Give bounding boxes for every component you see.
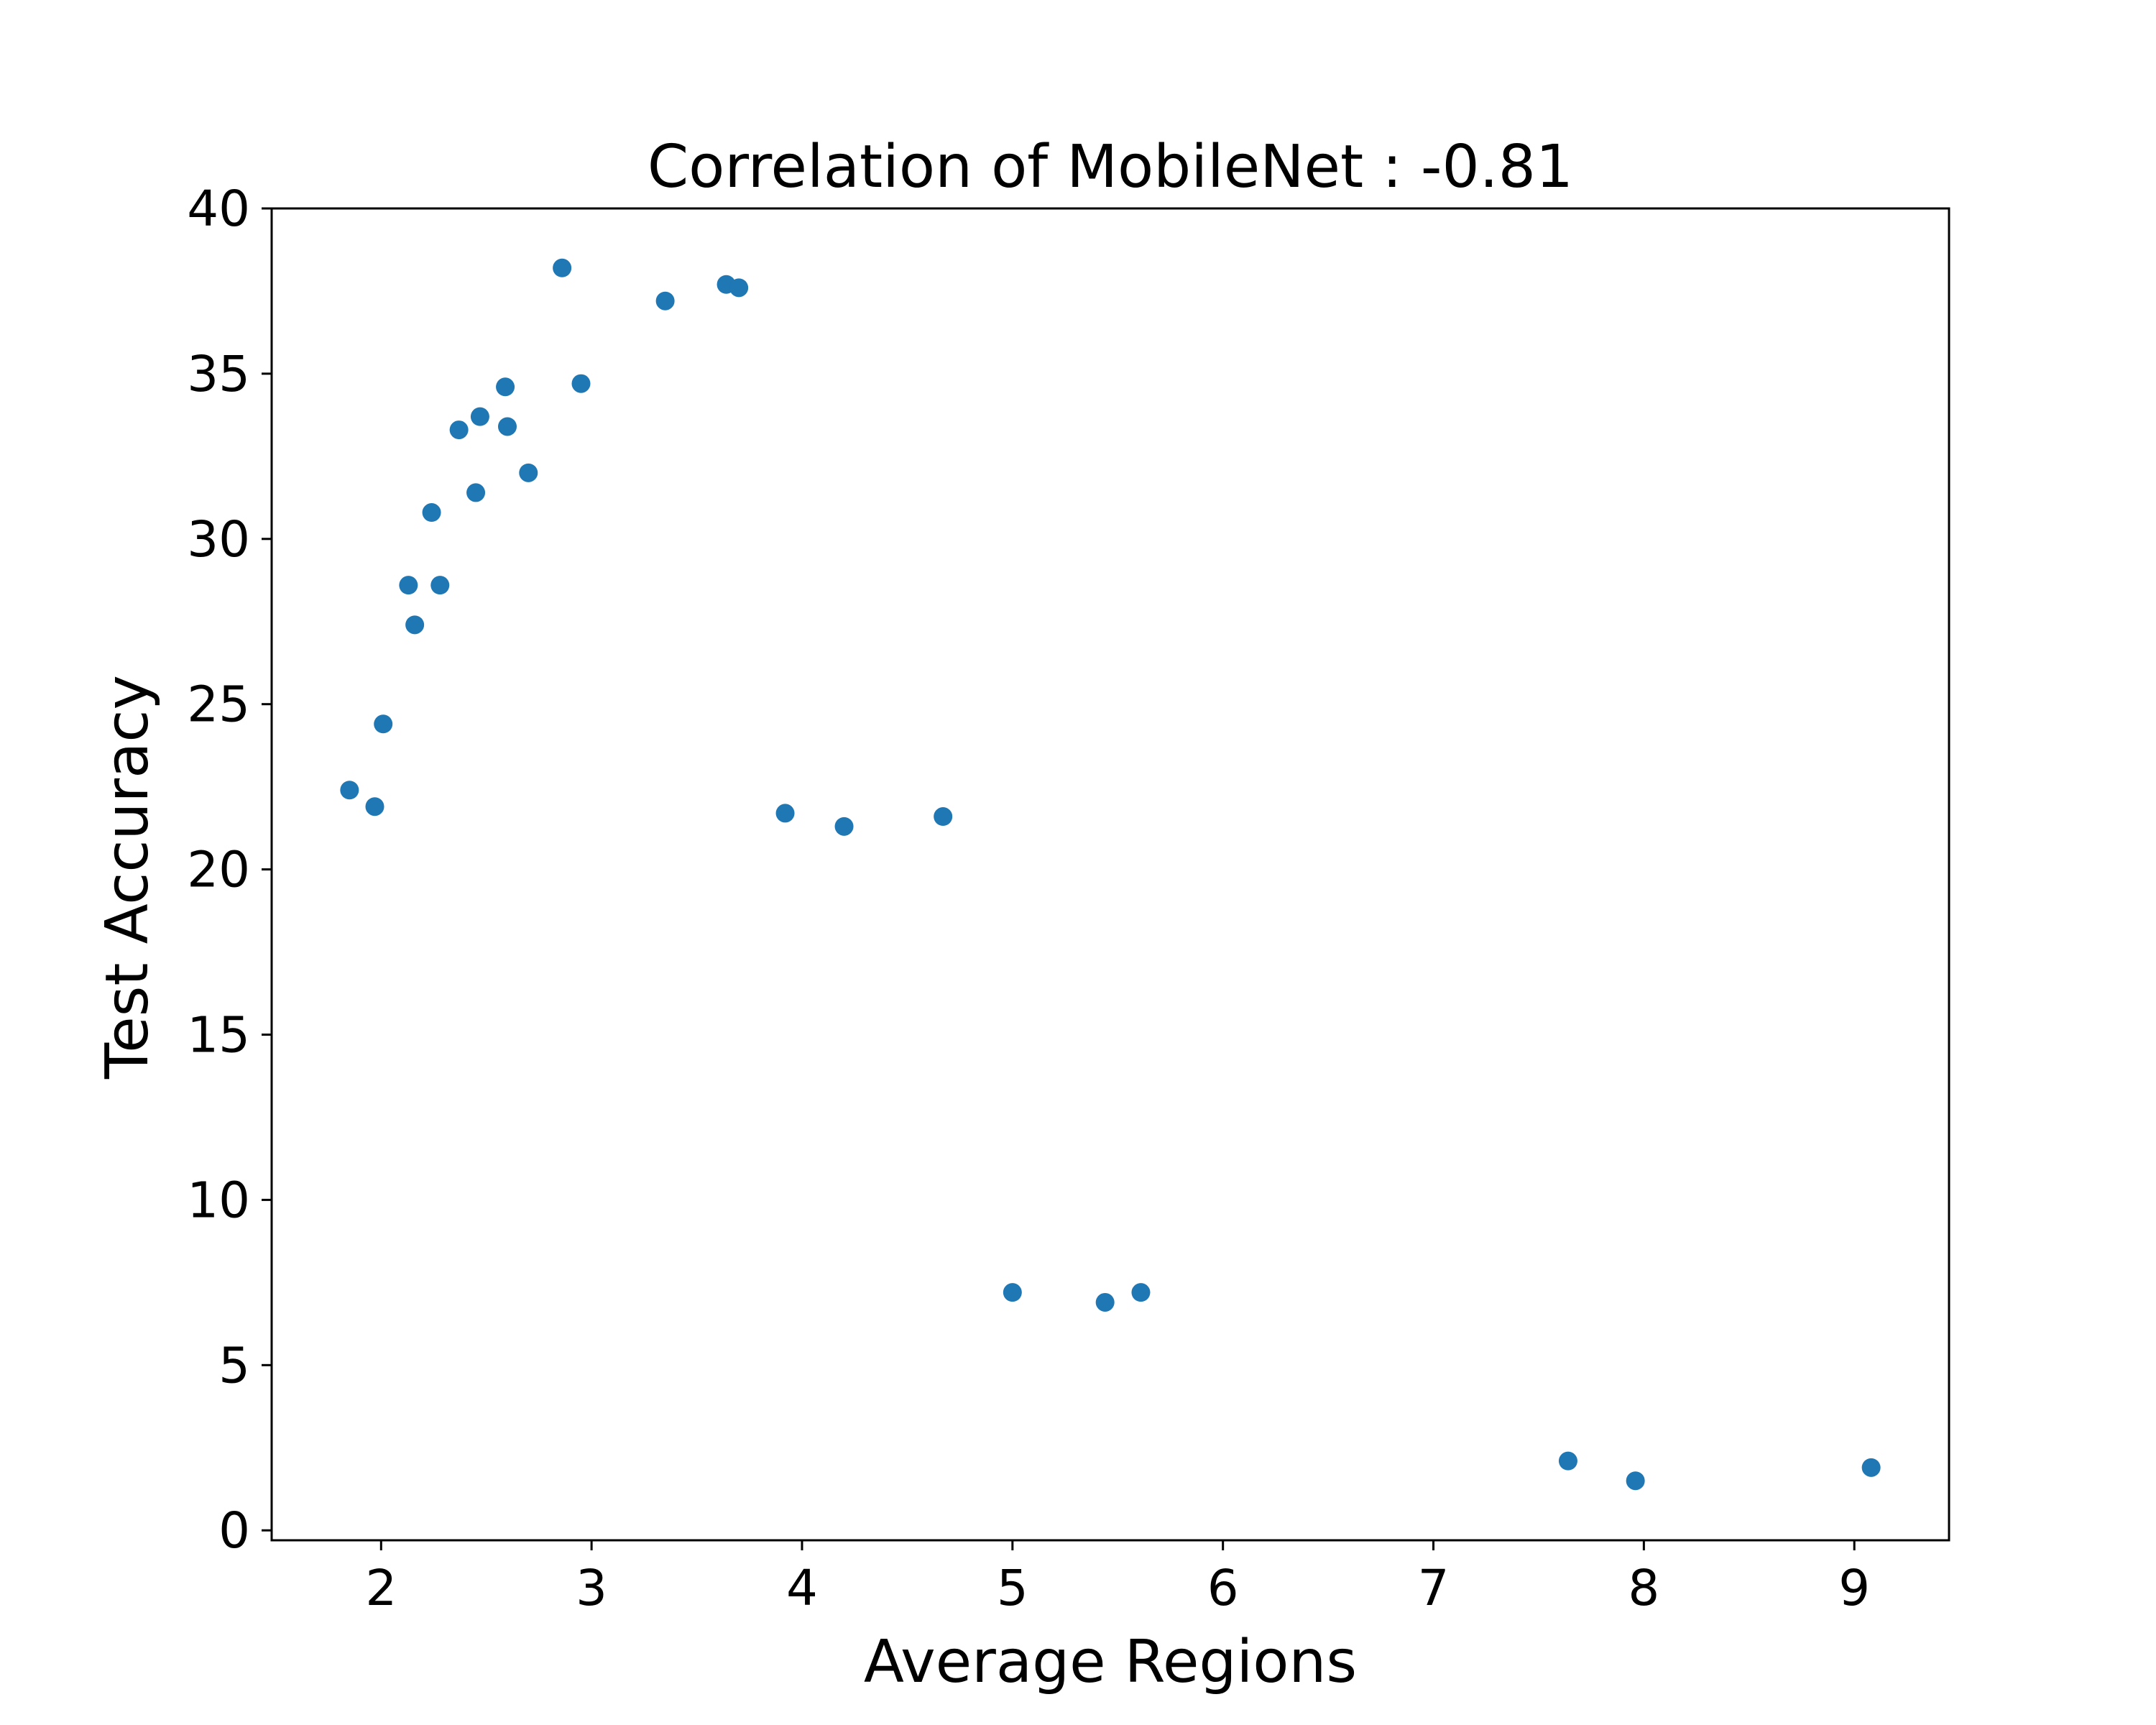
data-point-18 [729, 278, 749, 298]
y-tick-label: 15 [187, 1007, 250, 1064]
y-axis-ticks: 0 5 10 15 20 25 30 35 40 [187, 180, 272, 1560]
y-tick-label: 35 [187, 346, 250, 403]
data-point-7 [430, 576, 450, 595]
data-point-6 [422, 503, 441, 523]
plot-frame [270, 207, 1950, 1542]
data-point-20 [834, 816, 854, 836]
y-tick-label: 20 [187, 842, 250, 899]
data-point-21 [934, 807, 953, 827]
data-points [340, 258, 1881, 1491]
y-axis-label: Test Accuracy [93, 675, 162, 1080]
data-point-15 [571, 374, 591, 393]
x-tick-label: 7 [1418, 1560, 1450, 1617]
data-point-11 [496, 377, 515, 397]
x-tick-label: 4 [786, 1560, 818, 1617]
data-point-13 [519, 463, 538, 482]
data-point-1 [340, 781, 359, 800]
data-point-24 [1131, 1283, 1151, 1302]
data-point-19 [775, 804, 795, 823]
data-point-27 [1861, 1458, 1881, 1477]
data-point-22 [1003, 1283, 1022, 1302]
y-tick-label: 5 [218, 1337, 250, 1394]
data-point-12 [497, 417, 517, 436]
x-axis-label: Average Regions [864, 1628, 1357, 1696]
data-point-23 [1095, 1292, 1115, 1312]
x-tick-label: 3 [576, 1560, 607, 1617]
data-point-9 [466, 483, 486, 502]
data-point-5 [405, 615, 425, 635]
x-tick-label: 5 [997, 1560, 1028, 1617]
y-tick-label: 30 [187, 511, 250, 569]
data-point-8 [449, 420, 469, 440]
x-tick-label: 2 [365, 1560, 397, 1617]
chart-title: Correlation of MobileNet : -0.81 [648, 133, 1573, 201]
data-point-14 [553, 258, 572, 277]
y-tick-label: 40 [187, 180, 250, 238]
x-tick-label: 8 [1628, 1560, 1659, 1617]
data-point-25 [1558, 1451, 1577, 1471]
x-axis-ticks: 2 3 4 5 6 7 8 9 [365, 1540, 1870, 1617]
x-tick-label: 6 [1207, 1560, 1239, 1617]
x-tick-label: 9 [1838, 1560, 1870, 1617]
data-point-2 [365, 797, 384, 816]
data-point-26 [1626, 1471, 1645, 1491]
y-tick-label: 25 [187, 676, 250, 734]
y-tick-label: 10 [187, 1172, 250, 1229]
data-point-3 [374, 714, 393, 734]
y-tick-label: 0 [218, 1502, 250, 1560]
data-point-10 [470, 407, 489, 426]
data-point-16 [655, 291, 675, 310]
data-point-4 [399, 576, 418, 595]
